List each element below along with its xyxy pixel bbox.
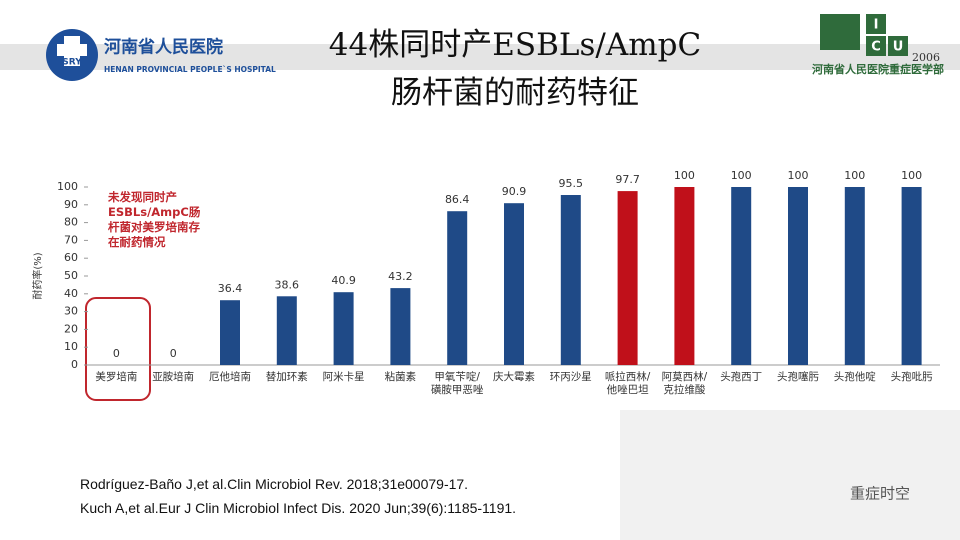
bar bbox=[560, 195, 581, 365]
annotation-line: 在耐药情况 bbox=[108, 235, 166, 249]
value-label: 40.9 bbox=[331, 274, 356, 287]
x-tick-label: 阿莫西林/克拉维酸 bbox=[661, 371, 708, 396]
value-label: 95.5 bbox=[559, 177, 584, 190]
annotation-line: 杆菌对美罗培南存 bbox=[108, 220, 200, 234]
x-tick-label: 厄他培南 bbox=[209, 371, 251, 383]
x-tick-label: 庆大霉素 bbox=[493, 371, 535, 383]
reference: Kuch A,et al.Eur J Clin Microbiol Infect… bbox=[80, 500, 517, 516]
bar bbox=[617, 191, 638, 365]
y-tick-label: 20 bbox=[64, 322, 78, 335]
y-tick-label: 60 bbox=[64, 251, 78, 264]
y-tick-label: 0 bbox=[71, 358, 78, 371]
x-tick-label: 替加环素 bbox=[265, 371, 308, 383]
y-tick-label: 50 bbox=[64, 269, 78, 282]
value-label: 100 bbox=[731, 169, 752, 182]
bar bbox=[390, 288, 411, 365]
value-label: 86.4 bbox=[445, 193, 470, 206]
x-tick-label: 环丙沙星 bbox=[549, 371, 592, 383]
bar bbox=[333, 292, 354, 365]
logo-letter-box bbox=[866, 14, 886, 34]
x-tick-label: 哌拉西林/他唑巴坦 bbox=[604, 371, 651, 396]
x-tick-label: 美罗培南 bbox=[95, 371, 138, 383]
reference: Rodríguez-Baño J,et al.Clin Microbiol Re… bbox=[80, 476, 469, 492]
logo-letter: I bbox=[874, 18, 879, 33]
logo-name: 河南省人民医院 bbox=[104, 37, 223, 58]
x-tick-label: 头孢吡肟 bbox=[890, 371, 933, 383]
logo-badge: SRY bbox=[62, 58, 82, 68]
photo-background bbox=[620, 410, 960, 540]
annotation-line: ESBLs/AmpC肠 bbox=[108, 205, 201, 219]
bar bbox=[844, 187, 865, 365]
annotation: 未发现同时产 ESBLs/AmpC肠 杆菌对美罗培南存 在耐药情况 bbox=[108, 190, 238, 250]
bar bbox=[901, 187, 922, 365]
x-tick-label: 头孢西丁 bbox=[720, 371, 763, 383]
x-tick-label: 头孢他啶 bbox=[833, 371, 876, 383]
bar bbox=[447, 211, 468, 365]
value-label: 100 bbox=[788, 169, 809, 182]
y-tick-label: 40 bbox=[64, 287, 78, 300]
bar bbox=[788, 187, 808, 365]
annotation-line: 未发现同时产 bbox=[108, 190, 177, 204]
y-tick-label: 90 bbox=[64, 198, 78, 211]
value-label: 43.2 bbox=[388, 270, 413, 283]
value-label: 90.9 bbox=[502, 185, 527, 198]
logo-letter-box bbox=[866, 36, 886, 56]
value-label: 100 bbox=[901, 169, 922, 182]
logo-letter: U bbox=[893, 40, 904, 55]
value-label: 36.4 bbox=[218, 282, 243, 295]
y-tick-label: 30 bbox=[64, 305, 78, 318]
header-band bbox=[0, 44, 960, 70]
title-line: 肠杆菌的耐药特征 bbox=[391, 75, 639, 111]
y-axis-label: 耐药率(%) bbox=[31, 252, 44, 299]
x-tick-label: 粘菌素 bbox=[384, 371, 417, 383]
y-tick-label: 70 bbox=[64, 233, 78, 246]
logo-dept: 河南省人民医院重症医学部 bbox=[812, 62, 944, 76]
bar bbox=[504, 203, 524, 365]
bar bbox=[276, 296, 297, 365]
bar bbox=[220, 300, 240, 365]
bar bbox=[674, 187, 695, 365]
value-label: 38.6 bbox=[275, 278, 300, 291]
logo-cross bbox=[57, 44, 87, 56]
x-tick-label: 头孢噻肟 bbox=[777, 371, 819, 383]
watermark: 重症时空 bbox=[850, 485, 910, 503]
value-label: 0 bbox=[113, 347, 120, 360]
logo-building bbox=[820, 14, 860, 50]
highlight-box bbox=[85, 297, 151, 401]
logo-letter-box bbox=[888, 36, 908, 56]
logo-letter: C bbox=[871, 40, 881, 55]
value-label: 100 bbox=[844, 169, 865, 182]
value-label: 0 bbox=[170, 347, 177, 360]
bar bbox=[731, 187, 752, 365]
logo-year: 2006 bbox=[912, 51, 940, 64]
value-label: 100 bbox=[674, 169, 695, 182]
y-tick-label: 80 bbox=[64, 216, 78, 229]
x-tick-label: 亚胺培南 bbox=[152, 371, 195, 383]
y-tick-label: 10 bbox=[64, 340, 78, 353]
value-label: 97.7 bbox=[615, 173, 640, 186]
x-tick-label: 甲氧苄啶/磺胺甲恶唑 bbox=[430, 371, 484, 396]
x-tick-label: 阿米卡星 bbox=[322, 371, 365, 383]
title-line: 44株同时产ESBLs/AmpC bbox=[328, 27, 702, 63]
logo-english: HENAN PROVINCIAL PEOPLE`S HOSPITAL bbox=[104, 65, 276, 74]
y-tick-label: 100 bbox=[57, 180, 78, 193]
